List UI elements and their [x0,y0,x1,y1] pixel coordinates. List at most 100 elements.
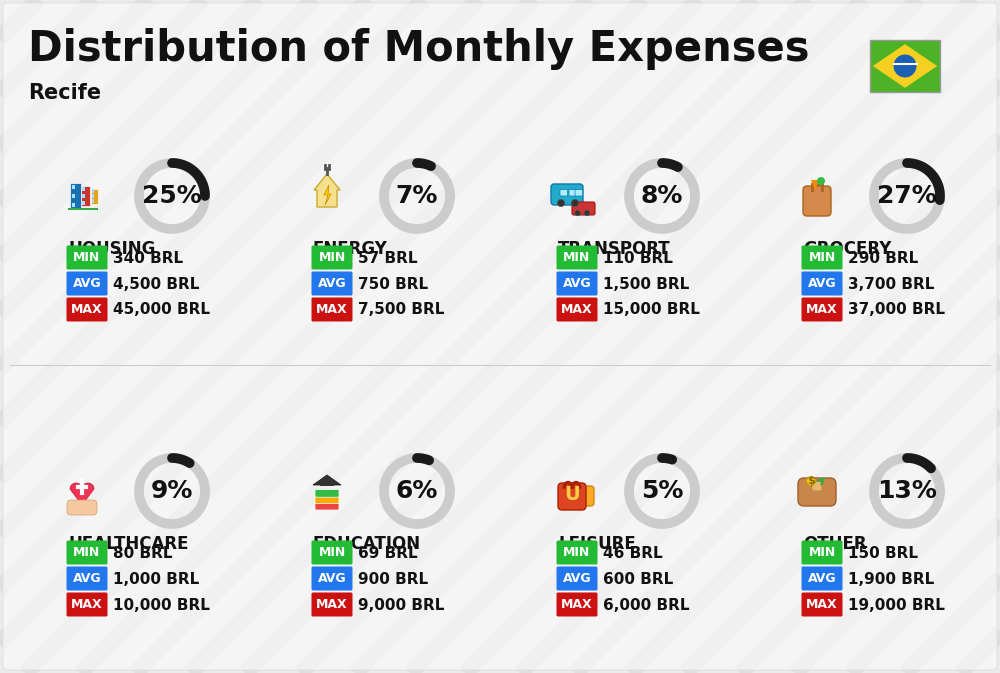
Text: 37,000 BRL: 37,000 BRL [848,302,945,318]
Text: 150 BRL: 150 BRL [848,546,918,561]
FancyBboxPatch shape [556,297,598,322]
FancyBboxPatch shape [870,40,940,92]
Text: 600 BRL: 600 BRL [603,571,673,586]
FancyBboxPatch shape [560,190,568,196]
Text: HEALTHCARE: HEALTHCARE [68,535,188,553]
Circle shape [571,199,579,207]
Text: ENERGY: ENERGY [313,240,388,258]
Text: 8%: 8% [641,184,683,208]
Text: MAX: MAX [71,303,103,316]
FancyBboxPatch shape [92,188,94,192]
FancyBboxPatch shape [798,478,836,506]
FancyBboxPatch shape [82,201,85,205]
FancyBboxPatch shape [66,246,108,269]
Text: MIN: MIN [808,251,836,264]
Text: AVG: AVG [73,572,101,585]
Text: 4,500 BRL: 4,500 BRL [113,277,199,291]
FancyBboxPatch shape [81,186,90,206]
Text: 1,500 BRL: 1,500 BRL [603,277,689,291]
Text: MAX: MAX [806,598,838,611]
Text: Distribution of Monthly Expenses: Distribution of Monthly Expenses [28,28,810,70]
Text: 46 BRL: 46 BRL [603,546,663,561]
FancyBboxPatch shape [70,183,81,209]
FancyBboxPatch shape [82,187,85,191]
FancyBboxPatch shape [315,503,339,510]
FancyBboxPatch shape [802,567,843,590]
FancyBboxPatch shape [3,3,997,670]
FancyBboxPatch shape [802,540,843,565]
Circle shape [575,210,580,216]
Text: MAX: MAX [561,598,593,611]
Text: 7%: 7% [396,184,438,208]
Text: MAX: MAX [316,303,348,316]
Circle shape [807,476,815,485]
Text: LEISURE: LEISURE [558,535,636,553]
FancyBboxPatch shape [556,592,598,616]
FancyBboxPatch shape [802,246,843,269]
Circle shape [817,177,825,185]
FancyBboxPatch shape [92,194,94,198]
Text: 1,000 BRL: 1,000 BRL [113,571,199,586]
Polygon shape [314,174,340,207]
Text: 27%: 27% [877,184,937,208]
Circle shape [584,210,590,216]
Text: 6%: 6% [396,479,438,503]
FancyBboxPatch shape [315,489,339,497]
Text: MIN: MIN [73,251,101,264]
Text: AVG: AVG [808,277,836,290]
Text: 80 BRL: 80 BRL [113,546,173,561]
Text: 7,500 BRL: 7,500 BRL [358,302,444,318]
Text: 45,000 BRL: 45,000 BRL [113,302,210,318]
FancyBboxPatch shape [551,184,583,205]
Text: AVG: AVG [318,572,346,585]
Circle shape [557,199,565,207]
Text: 3,700 BRL: 3,700 BRL [848,277,934,291]
FancyBboxPatch shape [320,482,334,486]
Text: 110 BRL: 110 BRL [603,250,673,266]
Text: EDUCATION: EDUCATION [313,535,421,553]
FancyBboxPatch shape [67,500,97,515]
Text: AVG: AVG [808,572,836,585]
FancyBboxPatch shape [802,592,843,616]
Text: 5%: 5% [641,479,683,503]
Text: 1,900 BRL: 1,900 BRL [848,571,934,586]
FancyBboxPatch shape [66,540,108,565]
Polygon shape [324,185,331,205]
FancyBboxPatch shape [312,567,352,590]
Text: AVG: AVG [318,277,346,290]
FancyBboxPatch shape [575,190,583,196]
Text: TRANSPORT: TRANSPORT [558,240,671,258]
Text: 19,000 BRL: 19,000 BRL [848,598,945,612]
Text: 900 BRL: 900 BRL [358,571,428,586]
Text: HOUSING: HOUSING [68,240,155,258]
Text: MAX: MAX [71,598,103,611]
Text: AVG: AVG [563,572,591,585]
Text: $: $ [807,476,815,486]
Text: 290 BRL: 290 BRL [848,250,918,266]
Text: AVG: AVG [73,277,101,290]
Text: 10,000 BRL: 10,000 BRL [113,598,210,612]
FancyBboxPatch shape [569,190,577,196]
Polygon shape [313,475,341,485]
Text: MIN: MIN [318,251,346,264]
FancyBboxPatch shape [556,271,598,295]
Polygon shape [811,180,819,190]
FancyBboxPatch shape [315,496,339,503]
FancyBboxPatch shape [66,567,108,590]
Text: MIN: MIN [808,546,836,559]
Text: MAX: MAX [316,598,348,611]
Text: U: U [564,485,580,505]
Circle shape [894,55,917,77]
Text: MIN: MIN [73,546,101,559]
Polygon shape [873,44,937,88]
Text: 15,000 BRL: 15,000 BRL [603,302,700,318]
Text: 13%: 13% [877,479,937,503]
Text: MIN: MIN [563,251,591,264]
FancyBboxPatch shape [802,297,843,322]
Text: MAX: MAX [561,303,593,316]
Text: 69 BRL: 69 BRL [358,546,418,561]
FancyBboxPatch shape [66,297,108,322]
FancyBboxPatch shape [575,486,594,506]
Text: 57 BRL: 57 BRL [358,250,418,266]
Text: GROCERY: GROCERY [803,240,891,258]
